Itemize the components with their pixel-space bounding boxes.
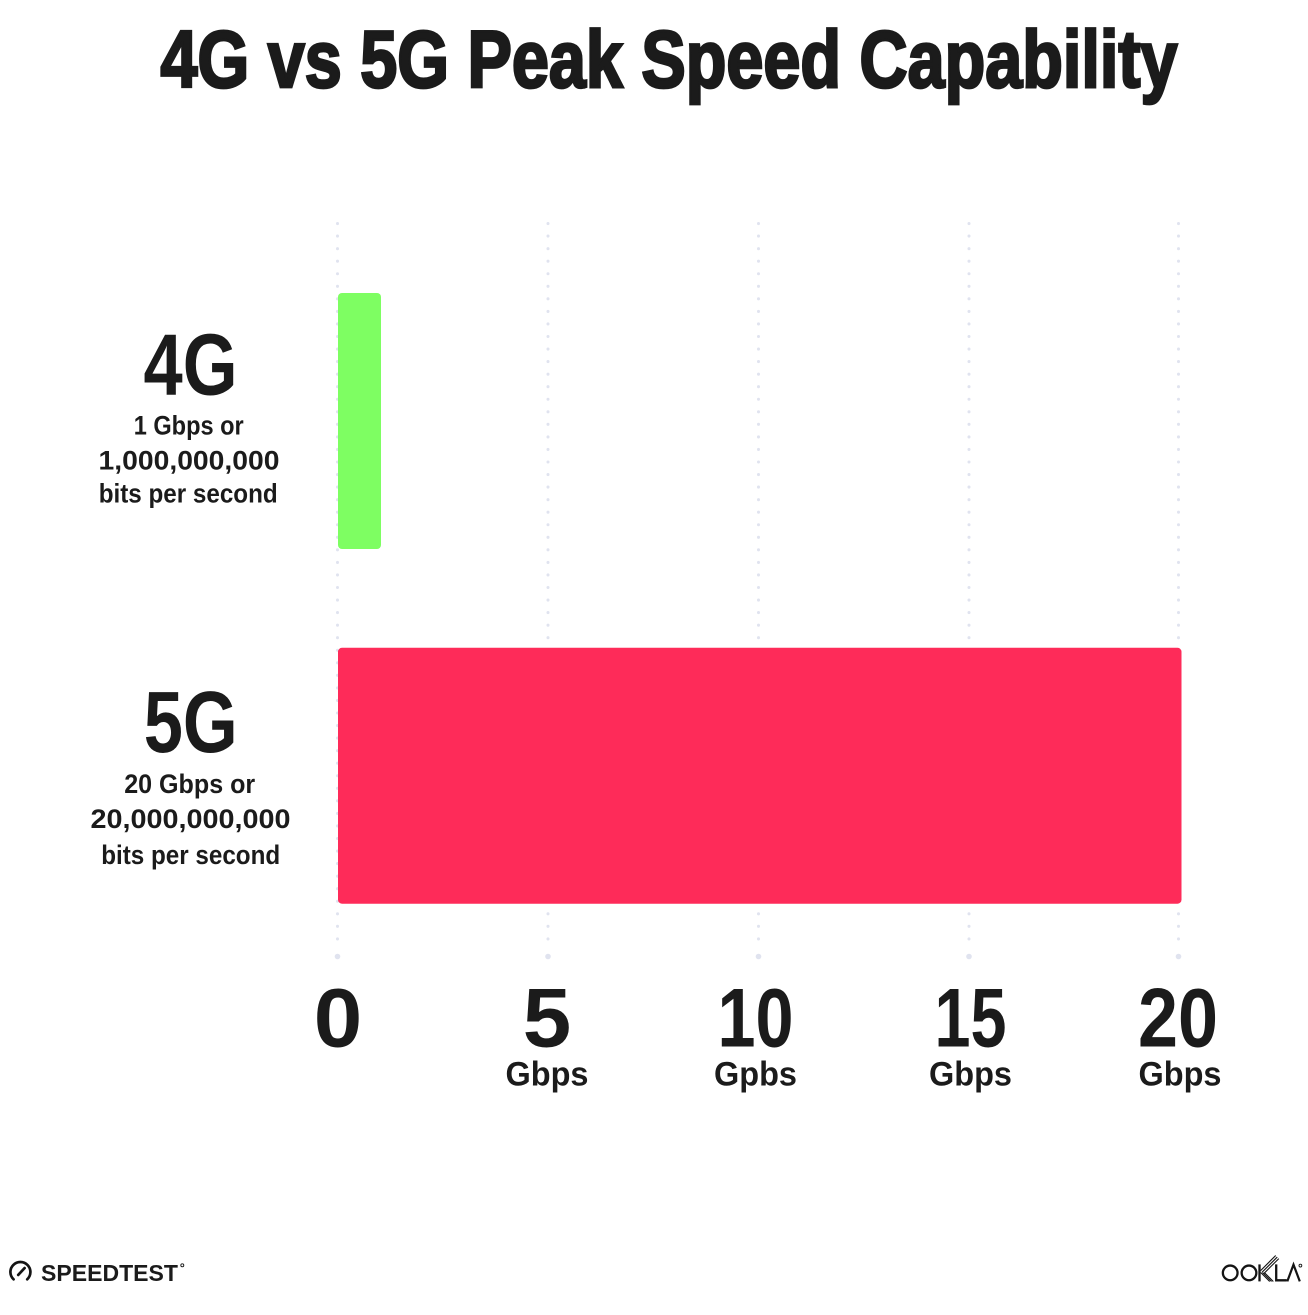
svg-text:5G: 5G [144,674,238,771]
svg-text:4G vs 5G Peak Speed Capability: 4G vs 5G Peak Speed Capability [161,15,1178,105]
svg-text:0: 0 [314,971,363,1065]
svg-text:SPEEDTEST: SPEEDTEST [41,1260,178,1286]
svg-text:20: 20 [1138,971,1218,1065]
svg-text:bits per second: bits per second [99,479,278,509]
svg-text:5: 5 [523,971,572,1065]
svg-text:20,000,000,000: 20,000,000,000 [91,804,291,834]
svg-text:Gbps: Gbps [506,1056,589,1094]
svg-text:Gpbs: Gpbs [714,1056,797,1094]
svg-text:20 Gbps or: 20 Gbps or [124,769,255,799]
svg-text:15: 15 [935,971,1007,1065]
svg-text:Gbps: Gbps [929,1056,1012,1094]
svg-text:bits per second: bits per second [101,840,280,870]
svg-text:Gbps: Gbps [1139,1056,1222,1094]
svg-text:4G: 4G [144,316,238,413]
svg-text:1,000,000,000: 1,000,000,000 [99,446,280,476]
svg-text:10: 10 [718,971,794,1065]
svg-text:1 Gbps or: 1 Gbps or [134,410,244,440]
